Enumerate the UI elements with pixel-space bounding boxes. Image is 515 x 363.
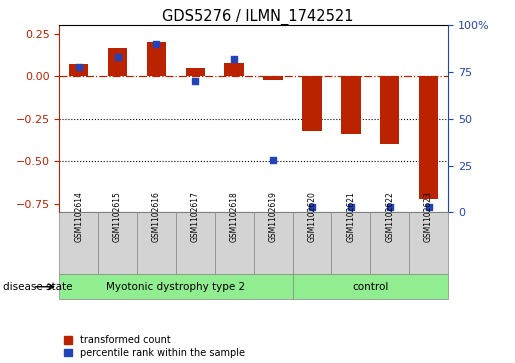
Bar [293,274,448,299]
Bar [332,212,370,274]
Text: disease state: disease state [3,282,72,292]
Text: GSM1102614: GSM1102614 [74,191,83,242]
Bar [263,76,283,80]
Bar [137,212,176,274]
Bar [215,212,253,274]
Bar [59,274,293,299]
Bar [185,68,205,76]
Text: GSM1102621: GSM1102621 [347,191,355,242]
Bar [419,76,438,199]
Bar [302,76,322,131]
Bar [370,212,409,274]
Bar [341,76,360,134]
Bar [98,212,137,274]
Bar [147,42,166,76]
Text: GSM1102620: GSM1102620 [307,191,316,242]
Text: GDS5276 / ILMN_1742521: GDS5276 / ILMN_1742521 [162,9,353,25]
Point [152,41,161,47]
Text: GSM1102617: GSM1102617 [191,191,200,242]
Bar [59,212,98,274]
Legend: transformed count, percentile rank within the sample: transformed count, percentile rank withi… [64,335,245,358]
Bar [253,212,293,274]
Bar [108,48,127,76]
Bar [409,212,448,274]
Point [269,157,277,163]
Point [308,204,316,210]
Text: GSM1102616: GSM1102616 [152,191,161,242]
Bar [293,212,332,274]
Text: GSM1102619: GSM1102619 [269,191,278,242]
Text: Myotonic dystrophy type 2: Myotonic dystrophy type 2 [106,282,246,292]
Text: GSM1102618: GSM1102618 [230,191,238,242]
Text: GSM1102622: GSM1102622 [385,191,394,242]
Bar [380,76,400,144]
Point [386,204,394,210]
Bar [176,212,215,274]
Point [424,204,433,210]
Text: control: control [352,282,388,292]
Bar [69,65,89,76]
Text: GSM1102615: GSM1102615 [113,191,122,242]
Text: GSM1102623: GSM1102623 [424,191,433,242]
Point [230,56,238,62]
Bar [225,63,244,76]
Point [113,54,122,60]
Point [191,79,199,85]
Point [75,64,83,69]
Point [347,204,355,210]
